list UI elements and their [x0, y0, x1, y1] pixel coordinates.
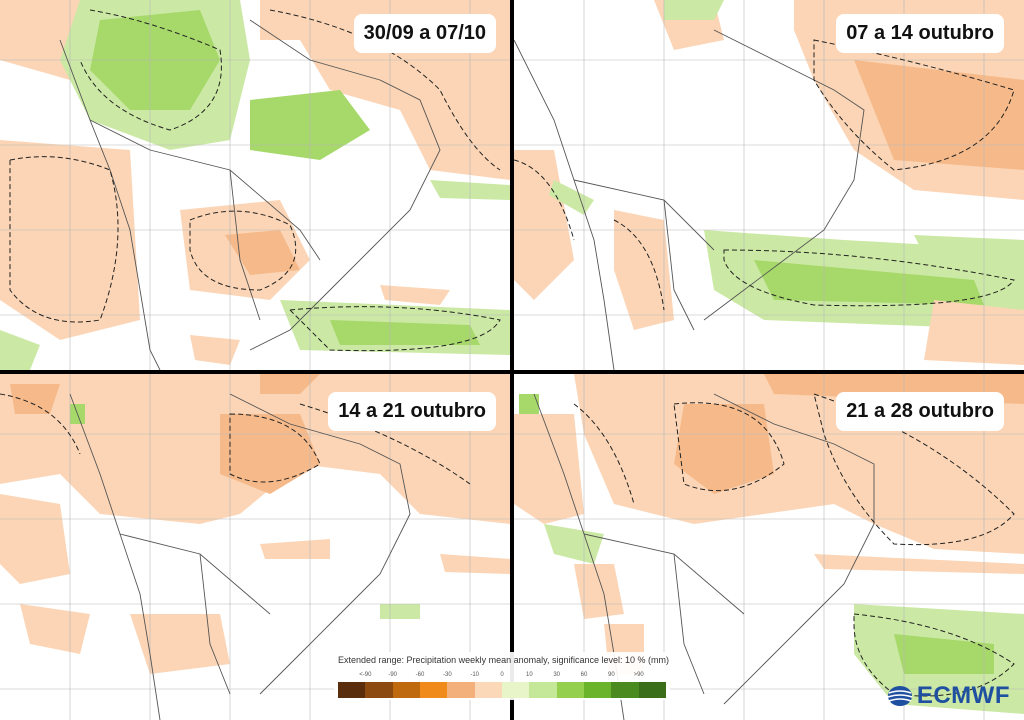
significance-contours [573, 393, 1015, 697]
lat-lon-grid [514, 374, 1024, 720]
legend-swatch [556, 682, 584, 698]
legend-tick-label: <-90 [359, 672, 372, 678]
panel-3-date-label: 14 a 21 outubro [328, 392, 496, 431]
significance-contours [9, 9, 501, 352]
legend-swatch [474, 682, 502, 698]
legend-tick-label: 60 [580, 672, 588, 678]
anomaly-shading [0, 0, 510, 370]
legend-swatch [419, 682, 448, 698]
legend-swatch [638, 682, 666, 698]
legend-swatch [365, 682, 393, 698]
legend-tick-label: 90 [607, 672, 615, 678]
anomaly-shading [514, 0, 1024, 365]
panel-divider-horizontal [0, 370, 1024, 374]
significance-contours [514, 39, 1015, 311]
legend-tick-label: -90 [388, 672, 397, 678]
logo-text: ECMWF [916, 682, 1010, 709]
country-borders [69, 393, 411, 720]
lat-lon-grid [0, 0, 510, 370]
legend-ticks: <-90 -90 -60 -30 -10 0 10 30 60 90 >90 [338, 672, 666, 682]
colorbar-legend: Extended range: Precipitation weekly mea… [334, 652, 670, 700]
ecmwf-globe-icon [887, 686, 913, 706]
legend-tick-label: >90 [633, 672, 644, 678]
panel-2-date-label: 07 a 14 outubro [836, 14, 1004, 53]
legend-tick-label: 30 [553, 672, 560, 678]
map-panel-week-1: 30/09 a 07/10 [0, 0, 510, 370]
legend-swatch [338, 682, 366, 698]
lat-lon-grid [514, 0, 1024, 370]
legend-tick-label: 0 [500, 672, 504, 678]
legend-swatch [583, 682, 612, 698]
panel-divider-vertical [510, 0, 514, 720]
legend-swatch [529, 682, 557, 698]
legend-tick-label: -60 [415, 672, 425, 678]
legend-title: Extended range: Precipitation weekly mea… [338, 655, 669, 665]
legend-swatch [501, 682, 530, 698]
map-panel-week-2: 07 a 14 outubro [514, 0, 1024, 370]
legend-swatch [611, 682, 639, 698]
legend-tick-label: -10 [470, 672, 479, 678]
panel-4-date-label: 21 a 28 outubro [836, 392, 1004, 431]
ecmwf-logo: ECMWF [887, 682, 1010, 710]
country-borders [59, 19, 441, 370]
legend-colorbar [338, 682, 666, 698]
legend-tick-label: -30 [442, 672, 452, 678]
legend-tick-label: 10 [525, 672, 533, 678]
legend-swatch [392, 682, 420, 698]
map-week-2 [514, 0, 1024, 370]
significance-contours [0, 393, 471, 485]
map-week-1 [0, 0, 510, 370]
country-borders [514, 29, 865, 370]
legend-swatch [447, 682, 475, 698]
panel-1-date-label: 30/09 a 07/10 [353, 14, 496, 53]
